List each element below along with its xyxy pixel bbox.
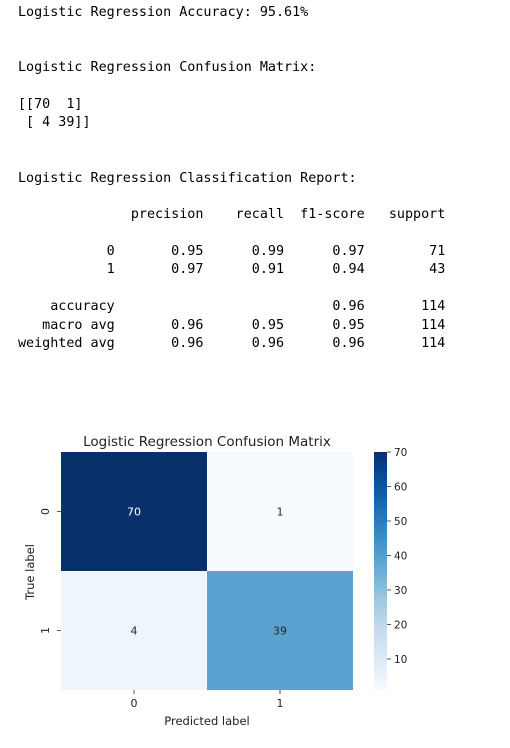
colorbar	[374, 452, 387, 690]
report-title-line: Logistic Regression Classification Repor…	[18, 170, 357, 186]
x-tick-label: 1	[277, 697, 284, 710]
colorbar-tick-label: 20	[394, 619, 407, 631]
colorbar-tick-label: 70	[394, 447, 407, 459]
y-tick-label: 0	[39, 508, 52, 515]
blank-line	[18, 188, 445, 206]
blank-line	[18, 78, 445, 96]
y-axis-label: True label	[23, 544, 37, 601]
blank-line	[18, 151, 445, 169]
colorbar-tick-label: 40	[394, 550, 407, 562]
x-axis-label: Predicted label	[164, 714, 249, 728]
notebook-output: Logistic Regression Accuracy: 95.61% Log…	[18, 4, 445, 353]
accuracy-line: Logistic Regression Accuracy: 95.61%	[18, 5, 309, 20]
heatmap-cell	[61, 452, 207, 571]
blank-line	[18, 280, 445, 298]
chart-title: Logistic Regression Confusion Matrix	[83, 434, 331, 450]
heatmap-cell	[207, 452, 353, 571]
heatmap-cell	[61, 571, 207, 690]
report-row: weighted avg 0.96 0.96 0.96 114	[18, 336, 446, 352]
cell-value-label: 4	[131, 625, 138, 638]
blank-line	[18, 133, 445, 151]
heatmap-cell	[207, 571, 353, 690]
report-row: macro avg 0.96 0.95 0.95 114	[18, 317, 446, 333]
blank-line	[18, 41, 445, 59]
confusion-matrix-heatmap: Logistic Regression Confusion Matrix 70 1…	[23, 434, 407, 728]
report-row: 0 0.95 0.99 0.97 71	[18, 244, 446, 260]
report-header: precision recall f1-score support	[18, 207, 446, 223]
colorbar-tick-label: 30	[394, 585, 407, 597]
report-row: accuracy 0.96 114	[18, 299, 446, 315]
blank-line	[18, 22, 445, 40]
cell-value-label: 70	[127, 506, 141, 519]
cell-value-label: 1	[277, 506, 284, 519]
report-row: 1 0.97 0.91 0.94 43	[18, 262, 446, 278]
colorbar-tick-label: 50	[394, 516, 407, 528]
blank-line	[18, 225, 445, 243]
cm-title-line: Logistic Regression Confusion Matrix:	[18, 60, 317, 76]
cm-row-line: [ 4 39]]	[18, 115, 91, 131]
cm-row-line: [[70 1]	[18, 96, 83, 112]
y-tick-label: 1	[39, 627, 52, 634]
colorbar-tick-label: 10	[394, 654, 407, 666]
cell-value-label: 39	[273, 625, 287, 638]
colorbar-tick-label: 60	[394, 481, 407, 493]
x-tick-label: 0	[131, 697, 138, 710]
